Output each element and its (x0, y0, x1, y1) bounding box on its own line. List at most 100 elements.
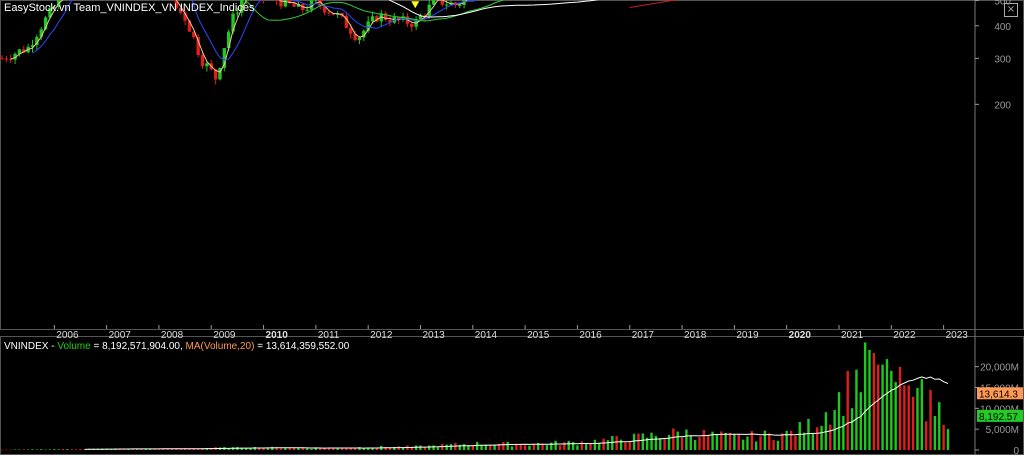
x-tick-label: 2016 (579, 330, 602, 341)
candle-body (283, 0, 288, 7)
volume-bar (13, 449, 17, 450)
volume-bar (890, 370, 893, 450)
volume-bar (946, 429, 950, 450)
volume-bar (807, 418, 810, 450)
x-tick-label: 2014 (475, 330, 498, 341)
candle-body (39, 29, 43, 37)
volume-bar (898, 366, 902, 450)
candle-body (200, 54, 205, 67)
volume-bar (162, 448, 165, 450)
volume-label-box (977, 409, 1023, 422)
volume-bar (475, 441, 479, 450)
volume-bar (894, 382, 897, 450)
chart-title: EasyStock.vn Team_VNINDEX_VN INDEX_Indic… (4, 2, 255, 14)
volume-bar (497, 443, 501, 450)
volume-bar (789, 430, 793, 450)
price-tick-label: 200 (994, 100, 1011, 111)
candle-body (322, 6, 327, 13)
volume-bar (523, 445, 527, 450)
volume-bar (645, 437, 649, 450)
volume-bar (22, 449, 25, 450)
volume-bar (685, 429, 688, 450)
volume-bar (624, 442, 627, 450)
volume-bar (157, 449, 161, 450)
candle-body (30, 45, 35, 47)
volume-bar (563, 442, 566, 450)
volume-bar (188, 448, 191, 450)
candle-body (357, 37, 362, 41)
candle-body (222, 48, 227, 68)
volume-bar (877, 364, 880, 450)
candle-body (410, 23, 414, 27)
volume-name: Volume (57, 341, 91, 352)
volume-bar (632, 433, 636, 450)
volume-bar (554, 440, 557, 450)
volume-bar (837, 392, 841, 450)
volume-label-text: 13,614.3 (979, 389, 1018, 400)
price-panel-frame (0, 0, 1024, 330)
volume-bar (70, 449, 73, 450)
volume-bar (249, 448, 252, 450)
x-tick-label: 2008 (161, 330, 184, 341)
volume-bar (772, 440, 775, 450)
volume-bar (5, 449, 8, 451)
volume-bar (428, 445, 431, 450)
volume-bar (493, 444, 496, 450)
volume-bar (859, 392, 862, 450)
volume-bar (659, 438, 662, 450)
candle-body (240, 0, 244, 13)
x-tick-label: 2017 (632, 330, 655, 341)
close-icon[interactable]: × (1004, 3, 1018, 17)
candle-body (35, 36, 39, 46)
candle-body (13, 53, 17, 60)
volume-eq: = (90, 341, 103, 352)
volume-bar (571, 442, 575, 450)
candle-body (4, 58, 9, 60)
volume-bar (881, 364, 884, 450)
volume-bar (244, 448, 248, 450)
volume-bar (650, 432, 653, 450)
volume-bar (550, 442, 553, 450)
volume-sep2: , (179, 341, 186, 352)
volume-bar (510, 446, 514, 450)
volume-label-text: 8,192.57 (979, 412, 1018, 423)
candle-body (383, 13, 388, 20)
volume-bar (9, 449, 12, 451)
candle-body (179, 7, 183, 13)
volume-bar (663, 437, 666, 450)
volume-bar (824, 412, 828, 450)
volume-bar (720, 431, 723, 450)
volume-bar (502, 442, 505, 450)
x-tick-label: 2007 (109, 330, 132, 341)
volume-bar (327, 447, 331, 450)
candle-body (292, 3, 296, 7)
volume-bar (471, 445, 475, 450)
candle-body (226, 31, 231, 49)
volume-bar (872, 353, 876, 450)
candle-body (22, 49, 26, 53)
volume-bar (310, 448, 313, 450)
volume-bar (903, 385, 906, 450)
volume-bar (519, 443, 522, 450)
volume-bar (153, 448, 156, 450)
x-tick-label: 2015 (527, 330, 550, 341)
volume-bar (589, 443, 592, 450)
volume-bar (885, 359, 889, 450)
candle-body (444, 4, 449, 6)
volume-bar (768, 433, 771, 450)
volume-bar (528, 445, 531, 450)
candle-body (331, 13, 336, 15)
volume-bar (628, 442, 631, 450)
volume-bar (410, 446, 413, 450)
volume-bar (536, 442, 540, 450)
volume-bar (61, 448, 65, 450)
volume-bar (707, 435, 710, 450)
x-tick-label: 2022 (893, 330, 916, 341)
volume-bar (676, 431, 679, 450)
signal-marker-icon (411, 1, 420, 9)
volume-bar (275, 447, 278, 450)
volume-bar (654, 435, 658, 450)
volume-bar (558, 445, 562, 450)
